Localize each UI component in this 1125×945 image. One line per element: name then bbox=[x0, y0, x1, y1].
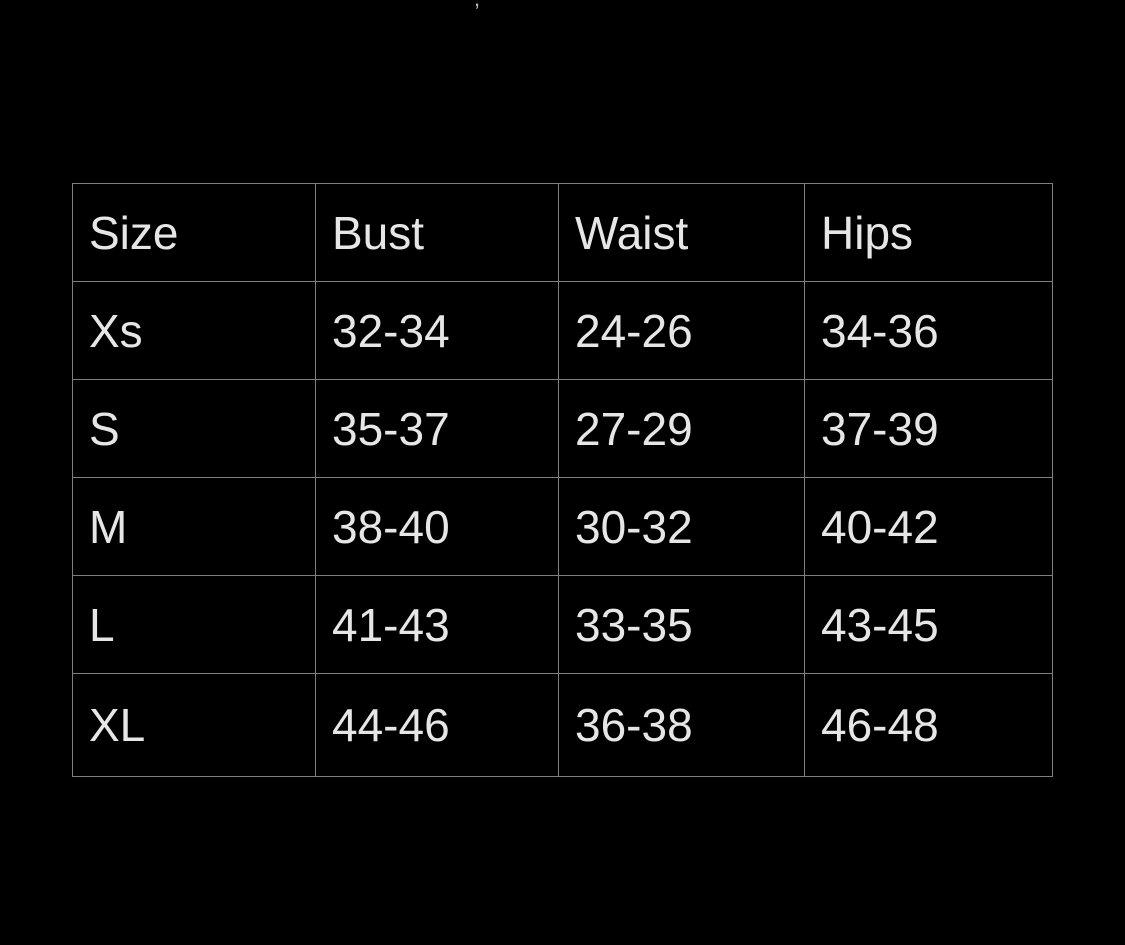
header-cell: Waist bbox=[558, 183, 805, 282]
table-cell: 24-26 bbox=[558, 281, 805, 380]
table-cell: 36-38 bbox=[558, 673, 805, 777]
table-cell: 27-29 bbox=[558, 379, 805, 478]
table-cell: 37-39 bbox=[804, 379, 1053, 478]
table-row: S 35-37 27-29 37-39 bbox=[72, 379, 1053, 478]
table-cell: S bbox=[72, 379, 316, 478]
table-cell: L bbox=[72, 575, 316, 674]
table-row: XL 44-46 36-38 46-48 bbox=[72, 673, 1053, 777]
header-cell: Size bbox=[72, 183, 316, 282]
table-cell: 38-40 bbox=[315, 477, 559, 576]
table-cell: XL bbox=[72, 673, 316, 777]
table-cell: M bbox=[72, 477, 316, 576]
table-row: L 41-43 33-35 43-45 bbox=[72, 575, 1053, 674]
table-cell: 34-36 bbox=[804, 281, 1053, 380]
table-cell: 32-34 bbox=[315, 281, 559, 380]
size-chart-table: Size Bust Waist Hips Xs 32-34 24-26 34-36 S 35-37… bbox=[72, 183, 1053, 777]
header-cell: Hips bbox=[804, 183, 1053, 282]
table-cell: Xs bbox=[72, 281, 316, 380]
header-row: Size Bust Waist Hips bbox=[72, 183, 1053, 282]
header-cell: Bust bbox=[315, 183, 559, 282]
table-row: M 38-40 30-32 40-42 bbox=[72, 477, 1053, 576]
table-cell: 46-48 bbox=[804, 673, 1053, 777]
table-cell: 41-43 bbox=[315, 575, 559, 674]
table-cell: 35-37 bbox=[315, 379, 559, 478]
table-cell: 44-46 bbox=[315, 673, 559, 777]
table-row: Xs 32-34 24-26 34-36 bbox=[72, 281, 1053, 380]
table-cell: 43-45 bbox=[804, 575, 1053, 674]
stray-mark: , bbox=[474, 0, 480, 12]
table-cell: 33-35 bbox=[558, 575, 805, 674]
table-cell: 40-42 bbox=[804, 477, 1053, 576]
table-cell: 30-32 bbox=[558, 477, 805, 576]
